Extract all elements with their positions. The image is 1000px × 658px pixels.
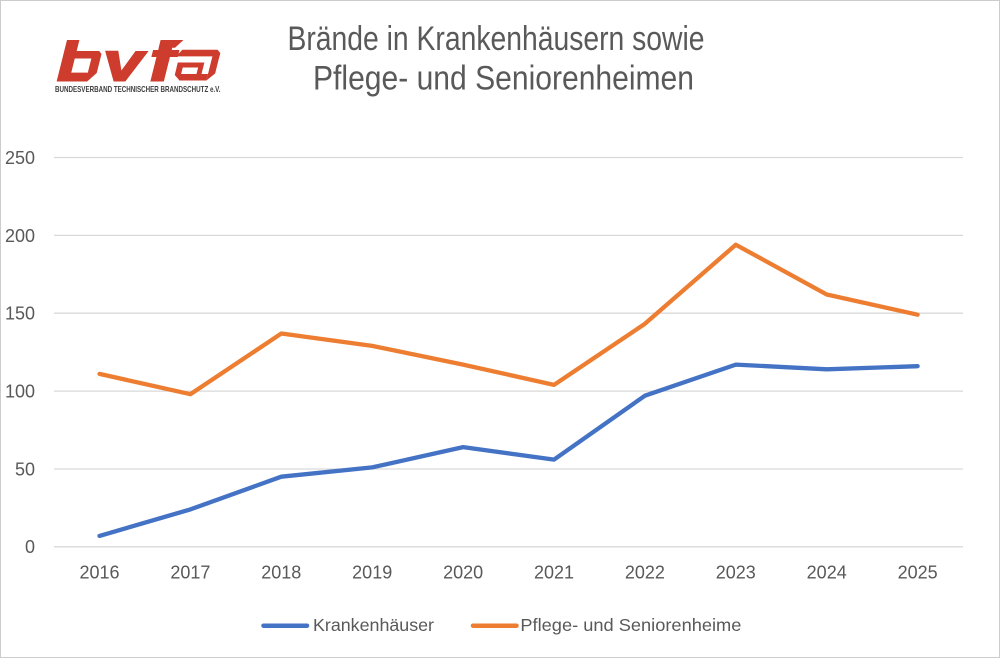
svg-text:2017: 2017 bbox=[170, 563, 210, 583]
svg-text:Brände in Krankenhäusern sowie: Brände in Krankenhäusern sowie bbox=[288, 20, 705, 58]
svg-text:2022: 2022 bbox=[625, 563, 665, 583]
svg-text:200: 200 bbox=[5, 226, 35, 246]
svg-text:2021: 2021 bbox=[534, 563, 574, 583]
svg-text:100: 100 bbox=[5, 382, 35, 402]
svg-text:Pflege- und Seniorenheimen: Pflege- und Seniorenheimen bbox=[313, 59, 694, 97]
svg-text:2023: 2023 bbox=[716, 563, 756, 583]
svg-text:2018: 2018 bbox=[261, 563, 301, 583]
svg-text:2025: 2025 bbox=[898, 563, 938, 583]
svg-text:250: 250 bbox=[5, 148, 35, 168]
svg-text:2019: 2019 bbox=[352, 563, 392, 583]
svg-text:Krankenhäuser: Krankenhäuser bbox=[313, 615, 434, 635]
svg-text:2020: 2020 bbox=[443, 563, 483, 583]
svg-text:2016: 2016 bbox=[79, 563, 119, 583]
svg-text:0: 0 bbox=[25, 537, 35, 557]
svg-text:2024: 2024 bbox=[807, 563, 847, 583]
svg-text:50: 50 bbox=[15, 459, 35, 479]
svg-text:Pflege- und Seniorenheime: Pflege- und Seniorenheime bbox=[520, 615, 741, 635]
svg-text:BUNDESVERBAND TECHNISCHER BRAN: BUNDESVERBAND TECHNISCHER BRANDSCHUTZ e.… bbox=[55, 85, 221, 94]
svg-text:150: 150 bbox=[5, 304, 35, 324]
